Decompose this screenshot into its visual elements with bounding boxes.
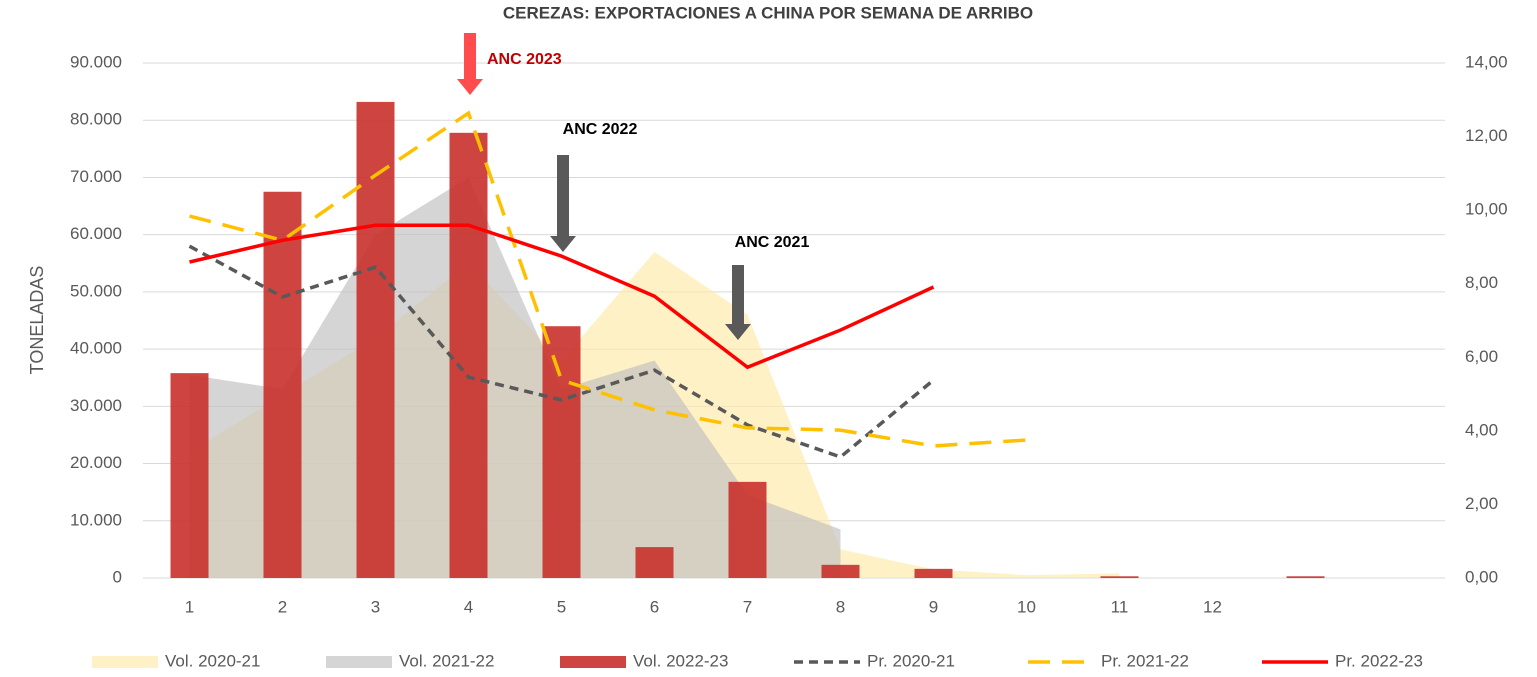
legend-swatch: [92, 656, 158, 668]
line: [188, 244, 935, 459]
y-tick-label: 60.000: [70, 224, 122, 243]
y-tick-label: 40.000: [70, 339, 122, 358]
legend-swatch: [326, 656, 392, 668]
x-tick-label: 12: [1203, 597, 1222, 616]
bar: [1286, 576, 1325, 578]
line: [189, 223, 935, 370]
legend-label: Pr. 2020-21: [867, 651, 955, 670]
annotation-arrow: [457, 33, 483, 95]
bar: [263, 191, 302, 578]
legend-label: Pr. 2022-23: [1335, 651, 1423, 670]
x-tick-label: 9: [929, 597, 938, 616]
y-tick-label: 20.000: [70, 453, 122, 472]
y-axis-label: TONELADAS: [27, 266, 47, 375]
y-tick-label: 10.000: [70, 510, 122, 529]
y2-tick-label: 6,00: [1465, 347, 1498, 366]
y2-tick-label: 0,00: [1465, 567, 1498, 586]
annotation-text: ANC 2022: [563, 121, 638, 138]
annotation-arrow: [725, 265, 751, 340]
bar: [542, 326, 581, 578]
y2-tick-label: 8,00: [1465, 273, 1498, 292]
legend-label: Vol. 2020-21: [165, 651, 260, 670]
y-tick-label: 0: [113, 567, 122, 586]
bar: [356, 101, 395, 579]
x-tick-label: 11: [1111, 597, 1129, 616]
bar: [914, 568, 953, 578]
bar: [449, 132, 488, 579]
legend-label: Vol. 2022-23: [633, 651, 728, 670]
x-tick-label: 1: [185, 597, 194, 616]
y-tick-label: 30.000: [70, 396, 122, 415]
x-tick-label: 5: [557, 597, 566, 616]
x-tick-label: 6: [650, 597, 659, 616]
x-tick-label: 2: [278, 597, 287, 616]
y2-tick-label: 14,00: [1465, 52, 1508, 71]
y-tick-label: 50.000: [70, 281, 122, 300]
annotation-text: ANC 2021: [735, 234, 810, 251]
annotation-arrow: [550, 155, 576, 252]
bar: [635, 547, 674, 578]
legend-label: Pr. 2021-22: [1101, 651, 1189, 670]
y-tick-label: 80.000: [70, 110, 122, 129]
bar: [1100, 576, 1139, 578]
y-tick-label: 70.000: [70, 167, 122, 186]
chart-title: CEREZAS: EXPORTACIONES A CHINA POR SEMAN…: [503, 3, 1033, 22]
x-tick-label: 8: [836, 597, 845, 616]
bar: [728, 481, 767, 578]
area: [189, 177, 841, 578]
bar: [821, 564, 860, 578]
x-tick-label: 3: [371, 597, 380, 616]
y2-tick-label: 10,00: [1465, 200, 1508, 219]
annotation-text: ANC 2023: [487, 51, 562, 68]
y2-tick-label: 12,00: [1465, 126, 1508, 145]
x-tick-label: 10: [1017, 597, 1036, 616]
y-tick-label: 90.000: [70, 52, 122, 71]
y2-tick-label: 2,00: [1465, 494, 1498, 513]
legend-label: Vol. 2021-22: [399, 651, 494, 670]
bar: [170, 373, 209, 578]
y2-tick-label: 4,00: [1465, 420, 1498, 439]
x-tick-label: 7: [743, 597, 752, 616]
x-tick-label: 4: [464, 597, 473, 616]
legend-swatch: [560, 656, 626, 668]
line: [189, 110, 1027, 448]
